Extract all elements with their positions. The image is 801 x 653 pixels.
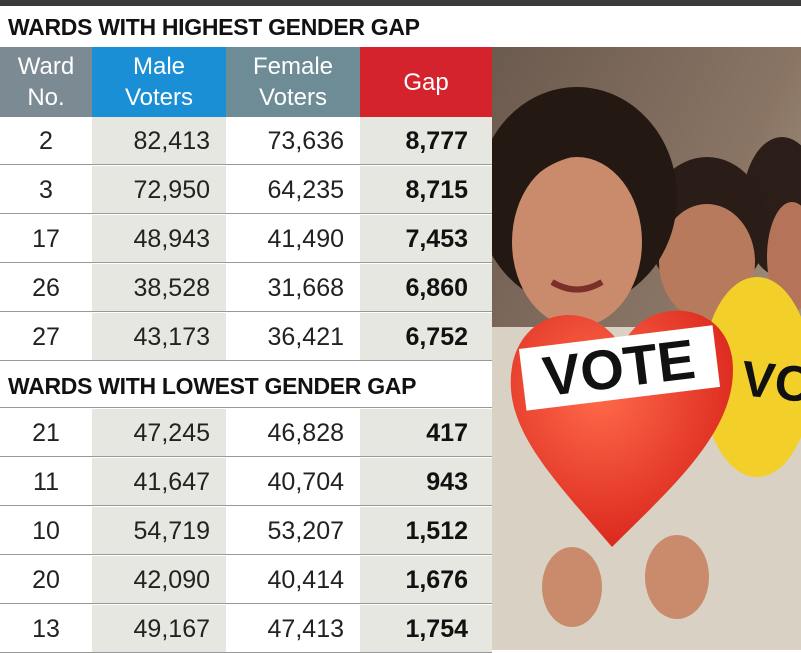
table-cell: 43,173 [92,313,226,361]
table-cell: 27 [0,313,92,361]
table-cell: 53,207 [226,507,360,555]
table-cell: 41,490 [226,215,360,263]
header-text: Male Voters [124,53,194,111]
table-cell: 6,752 [360,313,492,361]
table-cell: 41,647 [92,458,226,506]
table-cell: 13 [0,605,92,653]
header-text: Female Voters [252,53,334,111]
table-cell: 17 [0,215,92,263]
header-text: Ward No. [17,53,75,111]
table-cell: 20 [0,556,92,604]
table-cell: 1,676 [360,556,492,604]
header-cell: Ward No. [0,47,92,117]
table-cell: 21 [0,409,92,457]
table-cell: 7,453 [360,215,492,263]
table-cell: 40,414 [226,556,360,604]
table-cell: 47,245 [92,409,226,457]
table-cell: 46,828 [226,409,360,457]
table-cell: 48,943 [92,215,226,263]
table-cell: 8,777 [360,117,492,165]
header-cell: Male Voters [92,47,226,117]
table-cell: 64,235 [226,166,360,214]
table-cell: 36,421 [226,313,360,361]
table-cell: 73,636 [226,117,360,165]
table-cell: 82,413 [92,117,226,165]
table-cell: 2 [0,117,92,165]
top-bar [0,0,801,6]
table-cell: 1,512 [360,507,492,555]
table-cell: 26 [0,264,92,312]
table-cell: 943 [360,458,492,506]
table-cell: 54,719 [92,507,226,555]
table-cell: 8,715 [360,166,492,214]
header-cell: Female Voters [226,47,360,117]
balloon-text: VO [739,350,801,413]
header-cell: Gap [360,47,492,117]
table-cell: 31,668 [226,264,360,312]
table-cell: 42,090 [92,556,226,604]
table-cell: 47,413 [226,605,360,653]
table-cell: 6,860 [360,264,492,312]
table-cell: 10 [0,507,92,555]
table-cell: 417 [360,409,492,457]
header-text: Gap [403,68,449,96]
table-cell: 49,167 [92,605,226,653]
table-cell: 38,528 [92,264,226,312]
section-title: WARDS WITH LOWEST GENDER GAP [0,361,492,408]
section-title: WARDS WITH HIGHEST GENDER GAP [0,6,492,46]
table-cell: 40,704 [226,458,360,506]
table-cell: 3 [0,166,92,214]
table-cell: 72,950 [92,166,226,214]
table-cell: 1,754 [360,605,492,653]
table-cell: 11 [0,458,92,506]
photo: VO VOTE [492,47,801,650]
